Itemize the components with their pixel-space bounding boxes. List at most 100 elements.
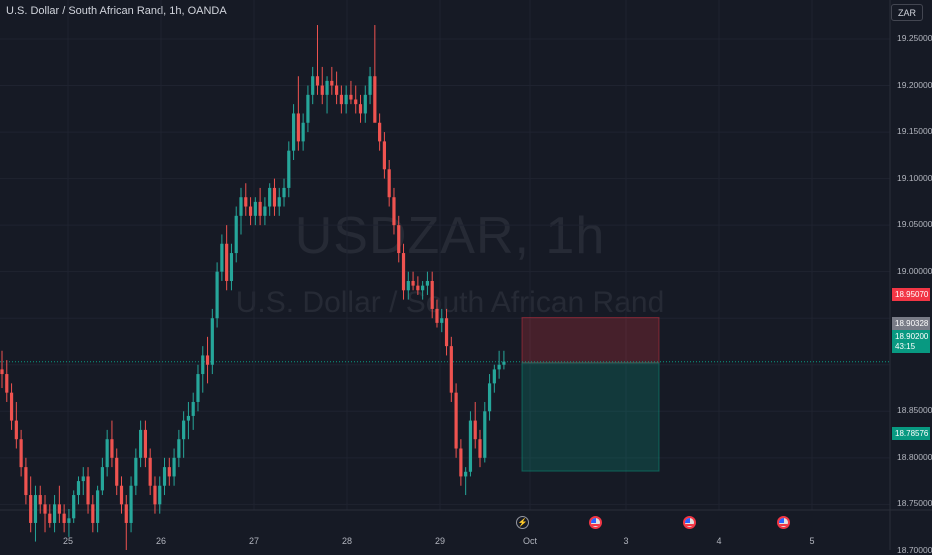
candle-body xyxy=(430,280,434,309)
time-tick-label: Oct xyxy=(522,536,538,546)
price-tick-label: 18.80000 xyxy=(897,451,932,462)
time-tick-label: 27 xyxy=(248,536,260,546)
candle-body xyxy=(358,104,363,114)
candle-body xyxy=(296,113,300,142)
candle-body xyxy=(268,187,272,207)
candle-body xyxy=(320,85,324,95)
candle-body xyxy=(244,197,248,207)
candle-body xyxy=(464,471,468,477)
candle-body xyxy=(421,285,425,291)
candle-body xyxy=(196,374,200,402)
candle-body xyxy=(143,429,147,458)
candle-body xyxy=(478,439,482,458)
time-tick-label: 25 xyxy=(62,536,74,546)
candle-body xyxy=(201,355,205,375)
candle-body xyxy=(502,361,506,365)
candle-body xyxy=(339,94,343,105)
stop-loss-label: 18.95070 xyxy=(892,288,930,301)
us-flag-event-icon[interactable] xyxy=(683,516,696,529)
candle-body xyxy=(134,457,138,486)
candle-body xyxy=(14,420,18,440)
candle-body xyxy=(272,187,277,207)
candle-body xyxy=(0,369,4,375)
price-tick-label: 19.10000 xyxy=(897,172,932,183)
price-tick-label: 19.05000 xyxy=(897,219,932,230)
time-tick-label: 4 xyxy=(716,536,722,546)
candle-body xyxy=(172,457,176,477)
candle-body xyxy=(167,467,171,477)
candle-body xyxy=(258,201,262,216)
us-flag-event-icon[interactable] xyxy=(777,516,790,529)
candle-body xyxy=(43,504,47,514)
candle-body xyxy=(9,392,14,421)
us-flag-event-icon[interactable] xyxy=(589,516,602,529)
flash-event-icon[interactable]: ⚡ xyxy=(516,516,529,529)
candle-body xyxy=(435,308,439,323)
currency-button[interactable]: ZAR xyxy=(891,4,923,21)
candle-body xyxy=(368,76,372,95)
candle-body xyxy=(449,346,453,393)
take-profit-label: 18.78576 xyxy=(892,427,930,440)
candle-body xyxy=(220,243,224,272)
take-profit-zone xyxy=(521,362,660,472)
candle-body xyxy=(38,495,42,505)
candle-body xyxy=(67,518,71,523)
price-tick-label: 19.15000 xyxy=(897,126,932,137)
countdown-label: 43:15 xyxy=(892,340,930,353)
candle-body xyxy=(29,495,33,523)
candle-body xyxy=(158,485,162,505)
candle-body xyxy=(119,485,124,505)
candle-body xyxy=(263,206,267,216)
candle-body xyxy=(349,94,353,100)
price-tick-label: 19.25000 xyxy=(897,33,932,43)
candle-body xyxy=(191,401,195,416)
candle-body xyxy=(48,513,52,523)
candle-body xyxy=(473,420,477,440)
candle-body xyxy=(105,439,109,468)
candle-body xyxy=(444,318,449,347)
candle-body xyxy=(397,225,401,254)
candle-body xyxy=(440,318,444,323)
candle-body xyxy=(129,485,133,523)
candle-body xyxy=(33,495,38,523)
price-tick-label: 19.00000 xyxy=(897,265,932,276)
candle-body xyxy=(454,392,458,449)
price-tick-label: 18.85000 xyxy=(897,405,932,416)
candle-body xyxy=(330,80,334,86)
candle-body xyxy=(110,439,114,458)
time-tick-label: 28 xyxy=(341,536,353,546)
candle-body xyxy=(382,141,386,170)
candle-body xyxy=(282,187,286,198)
current-price-label: 18.90328 xyxy=(892,317,930,330)
candle-body xyxy=(162,467,167,486)
candle-body xyxy=(344,94,348,105)
candle-body xyxy=(19,439,23,468)
candle-body xyxy=(387,169,391,198)
candle-body xyxy=(115,457,119,486)
candle-body xyxy=(148,457,152,486)
candle-body xyxy=(205,355,210,365)
candle-body xyxy=(62,513,66,523)
watermark-name: U.S. Dollar / South African Rand xyxy=(235,286,665,319)
candle-body xyxy=(335,85,339,95)
time-tick-label: 29 xyxy=(434,536,446,546)
entry-price-label: 18.90200 xyxy=(892,330,930,343)
candle-body xyxy=(57,504,61,514)
candle-body xyxy=(234,215,238,254)
candle-body xyxy=(483,411,487,458)
candle-body xyxy=(306,94,310,123)
candle-body xyxy=(411,280,415,286)
candle-body xyxy=(124,504,128,523)
price-tick-label: 19.20000 xyxy=(897,79,932,90)
candle-body xyxy=(86,476,90,505)
candle-body xyxy=(229,253,234,281)
candle-body xyxy=(153,485,157,505)
candle-body xyxy=(325,80,329,95)
price-tick-label: 18.75000 xyxy=(897,498,932,509)
candle-body xyxy=(182,420,186,440)
candle-body xyxy=(91,504,95,523)
candle-body xyxy=(459,448,463,477)
candle-body xyxy=(363,94,367,114)
candle-body xyxy=(210,318,214,365)
